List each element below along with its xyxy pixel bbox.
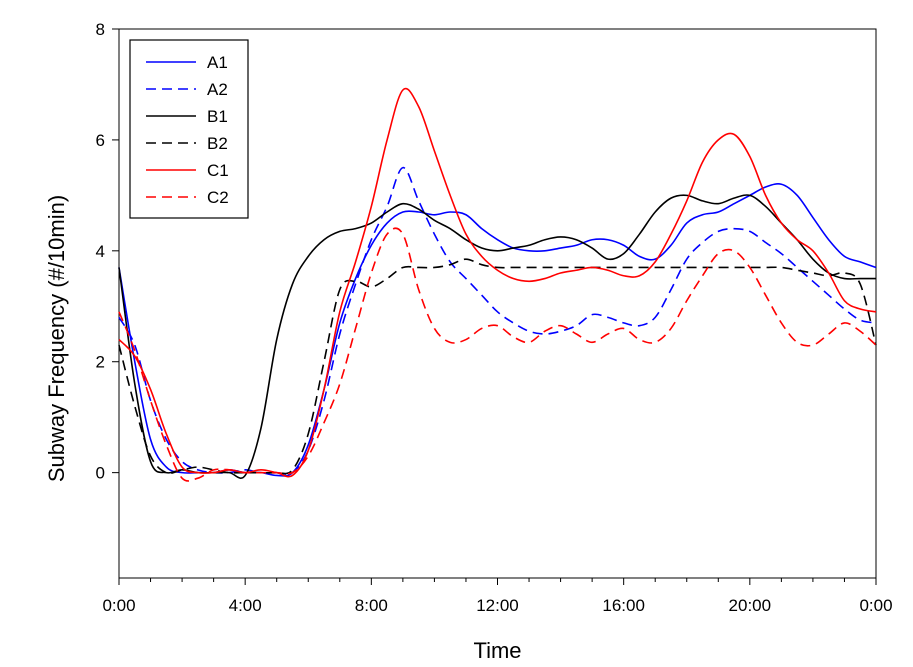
x-tick-label: 0:00 xyxy=(859,596,892,615)
legend-label-a2: A2 xyxy=(207,80,228,99)
y-axis-title: Subway Frequency (#/10min) xyxy=(44,195,69,482)
y-tick-label: 8 xyxy=(96,20,105,39)
x-tick-label: 4:00 xyxy=(229,596,262,615)
x-axis-title: Time xyxy=(473,638,521,663)
legend-label-c2: C2 xyxy=(207,188,229,207)
legend-label-b1: B1 xyxy=(207,107,228,126)
x-tick-label: 16:00 xyxy=(602,596,645,615)
y-tick-label: 0 xyxy=(96,464,105,483)
series-group xyxy=(118,87,877,482)
series-line-a2 xyxy=(118,166,877,476)
series-line-b1 xyxy=(118,194,876,479)
y-tick-label: 6 xyxy=(96,131,105,150)
x-tick-label: 0:00 xyxy=(102,596,135,615)
x-tick-label: 12:00 xyxy=(476,596,519,615)
x-tick-label: 20:00 xyxy=(729,596,772,615)
y-tick-label: 2 xyxy=(96,353,105,372)
legend: A1 A2 B1 B2 C1 C2 xyxy=(129,39,249,219)
series-line-a1 xyxy=(118,183,877,477)
legend-label-b2: B2 xyxy=(207,134,228,153)
axis-ticks: 0:00 4:00 8:00 12:00 16:00 20:00 0:00 0 2 4 6 8 xyxy=(96,20,893,615)
series-line-c2 xyxy=(118,227,877,482)
y-tick-label: 4 xyxy=(96,242,105,261)
legend-label-a1: A1 xyxy=(207,53,228,72)
series-line-b2 xyxy=(118,258,877,475)
legend-box xyxy=(129,39,249,219)
legend-label-c1: C1 xyxy=(207,161,229,180)
x-tick-label: 8:00 xyxy=(355,596,388,615)
